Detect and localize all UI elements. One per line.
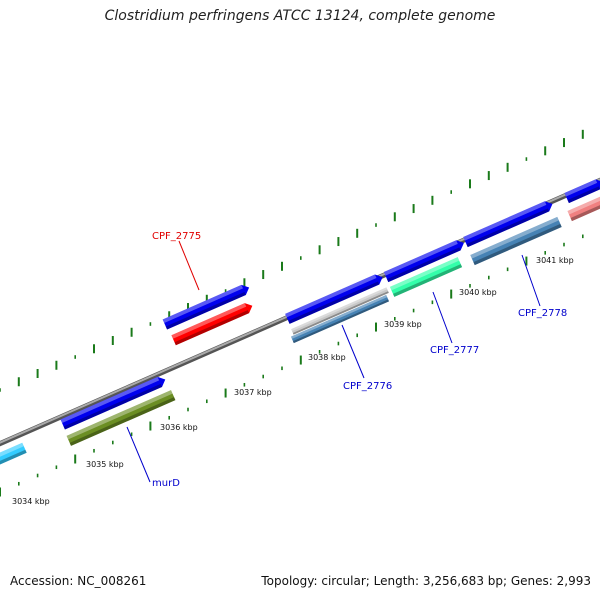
cog-block-aquamarine[interactable] — [389, 257, 463, 297]
cds-block[interactable] — [60, 374, 168, 430]
outer-tick-row — [0, 129, 584, 392]
cog-block-steelblue[interactable] — [290, 294, 390, 344]
gene-label-cpf2775[interactable]: CPF_2775 — [152, 231, 201, 242]
leader-cpf2778 — [521, 254, 541, 307]
cog-block-cyan[interactable] — [0, 442, 27, 468]
tick-label: 3036 kbp — [160, 423, 198, 432]
cog-block-steelblue[interactable] — [470, 216, 562, 266]
cog-block-olive[interactable] — [66, 390, 176, 446]
tick-label: 3041 kbp — [536, 256, 574, 265]
feature-blocks — [0, 177, 600, 468]
cds-block[interactable] — [162, 282, 252, 330]
leader-cpf2777 — [432, 291, 453, 344]
accession-text: Accession: NC_008261 — [10, 574, 147, 588]
leader-murd — [126, 426, 151, 483]
gene-label-murd[interactable]: murD — [152, 478, 180, 489]
leader-cpf2775 — [178, 240, 200, 291]
label-leaders — [126, 240, 541, 483]
cog-block-grey[interactable] — [291, 287, 389, 335]
tick-label: 3038 kbp — [308, 353, 346, 362]
cds-block[interactable] — [383, 238, 466, 283]
tick-label: 3037 kbp — [234, 388, 272, 397]
cog-block-red[interactable] — [171, 301, 254, 346]
cds-block[interactable] — [463, 199, 554, 248]
cds-block[interactable] — [285, 272, 385, 324]
tick-label: 3035 kbp — [86, 460, 124, 469]
inner-tick-row — [0, 234, 584, 497]
leader-cpf2776 — [341, 324, 365, 379]
gene-label-cpf2777[interactable]: CPF_2777 — [430, 345, 479, 356]
cog-block-pink[interactable] — [567, 194, 600, 222]
cds-block[interactable] — [564, 177, 600, 204]
genome-summary-text: Topology: circular; Length: 3,256,683 bp… — [261, 574, 591, 588]
tick-labels: 3034 kbp 3035 kbp 3036 kbp 3037 kbp 3038… — [12, 256, 574, 506]
gene-labels: CPF_2775 murD CPF_2776 CPF_2777 CPF_2778 — [152, 231, 567, 489]
map-title: Clostridium perfringens ATCC 13124, comp… — [104, 8, 496, 24]
tick-label: 3039 kbp — [384, 320, 422, 329]
gene-label-cpf2778[interactable]: CPF_2778 — [518, 308, 567, 319]
gene-label-cpf2776[interactable]: CPF_2776 — [343, 381, 392, 392]
tick-label: 3040 kbp — [459, 288, 497, 297]
tick-label: 3034 kbp — [12, 497, 50, 506]
